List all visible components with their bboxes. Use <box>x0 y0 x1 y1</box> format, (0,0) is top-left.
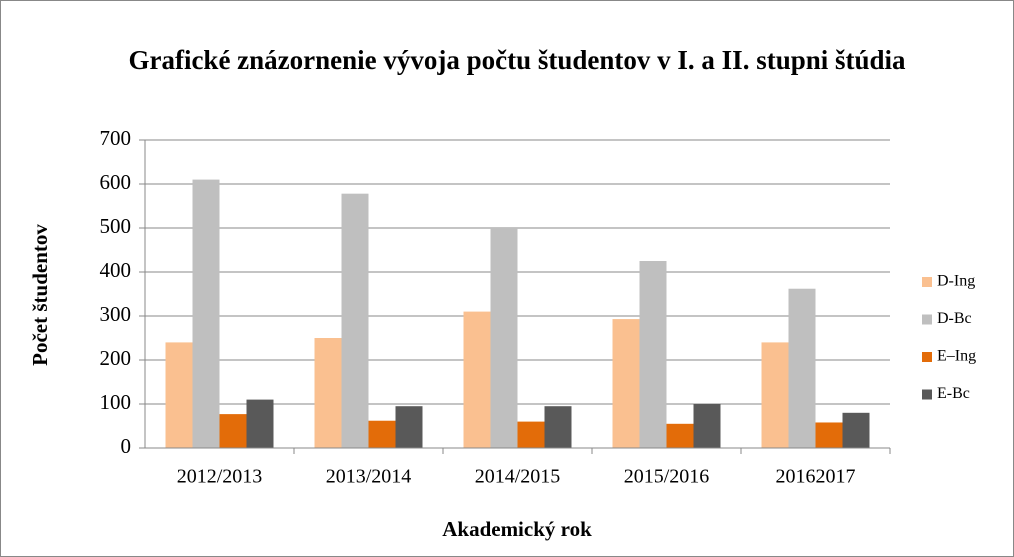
y-tick-label: 700 <box>100 126 132 150</box>
bar <box>368 420 396 448</box>
bar <box>693 404 721 448</box>
bar <box>463 311 491 448</box>
x-tick-label: 20162017 <box>776 466 856 488</box>
bar <box>314 338 342 448</box>
bar <box>395 406 423 448</box>
legend-label: D-Ing <box>937 273 975 290</box>
x-tick-label: 2013/2014 <box>326 466 412 488</box>
bar <box>192 179 220 448</box>
chart-title: Grafické znázornenie vývoja počtu študen… <box>128 45 906 75</box>
legend-swatch <box>922 352 932 362</box>
x-tick-label: 2012/2013 <box>177 466 263 488</box>
bar <box>517 421 545 448</box>
bar <box>490 228 518 448</box>
legend-label: D-Bc <box>937 310 972 327</box>
bar <box>246 399 274 448</box>
y-axis-title: Počet študentov <box>28 224 52 366</box>
bar <box>761 342 789 448</box>
bar <box>612 319 640 448</box>
y-tick-label: 300 <box>100 302 132 326</box>
bar <box>219 414 247 448</box>
y-tick-label: 0 <box>121 434 132 458</box>
legend-label: E-Bc <box>937 385 970 402</box>
bar <box>544 406 572 448</box>
bar <box>639 261 667 448</box>
y-tick-label: 100 <box>100 390 132 414</box>
bar <box>666 423 694 448</box>
x-tick-label: 2015/2016 <box>624 466 710 488</box>
bar <box>341 193 369 448</box>
y-tick-label: 400 <box>100 258 132 282</box>
legend-label: E–Ing <box>937 348 976 365</box>
bar <box>788 288 816 448</box>
legend-swatch <box>922 314 932 325</box>
x-axis-title: Akademický rok <box>442 517 592 541</box>
bar <box>815 422 843 448</box>
legend-swatch <box>922 277 932 287</box>
legend-swatch <box>922 389 932 400</box>
bar <box>842 412 870 448</box>
y-tick-label: 200 <box>100 346 132 370</box>
y-tick-label: 500 <box>100 214 132 238</box>
x-tick-label: 2014/2015 <box>475 466 561 488</box>
y-tick-label: 600 <box>100 170 132 194</box>
bar <box>165 342 193 448</box>
